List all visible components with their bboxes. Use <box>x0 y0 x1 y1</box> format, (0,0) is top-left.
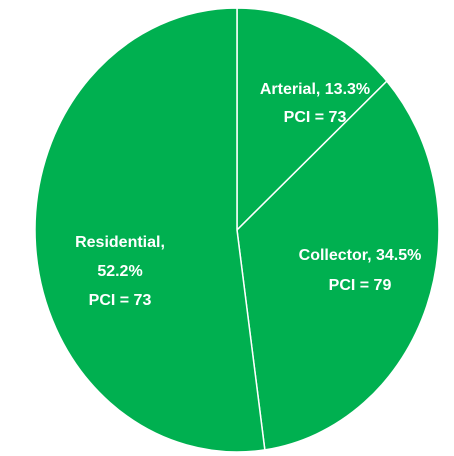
slice-annotation: PCI = 79 <box>329 277 392 294</box>
pie-slice <box>236 79 440 451</box>
slice-label: Collector, 34.5% <box>299 247 422 264</box>
slice-annotation: PCI = 73 <box>89 292 152 309</box>
label-line: 52.2% <box>97 263 142 280</box>
slice-annotation: PCI = 73 <box>284 109 347 126</box>
pie-slice <box>236 7 388 232</box>
slice-label: Residential, 52.2% <box>75 234 165 280</box>
label-line: Residential, <box>75 234 165 251</box>
pie-slice <box>34 7 266 453</box>
slice-label: Arterial, 13.3% <box>260 81 370 98</box>
